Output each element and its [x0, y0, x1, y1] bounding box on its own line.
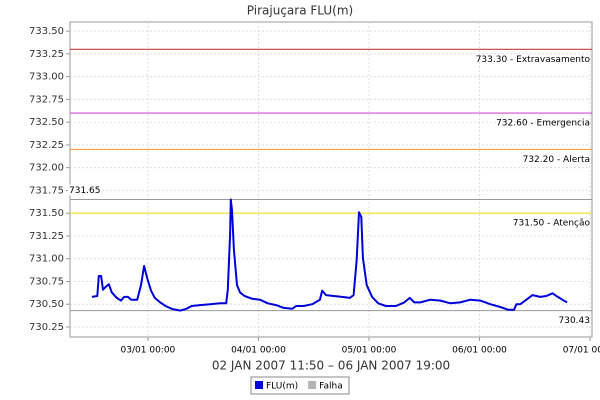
x-tick-label: 04/01 00:00 [231, 346, 286, 356]
x-tick-label: 03/01 00:00 [121, 346, 176, 356]
threshold-label: 732.60 - Emergencia [496, 119, 590, 129]
x-tick-label: 06/01 00:00 [452, 346, 507, 356]
y-tick-label: 732.50 [29, 117, 64, 128]
y-tick-label: 730.50 [29, 299, 64, 310]
y-tick-label: 731.25 [29, 231, 64, 242]
y-tick-label: 733.25 [29, 49, 64, 60]
x-axis-title: 02 JAN 2007 11:50 – 06 JAN 2007 19:00 [212, 359, 450, 373]
threshold-label: 732.20 - Alerta [523, 155, 590, 165]
legend-label: FLU(m) [266, 382, 298, 392]
max-label: 731.65 [69, 186, 101, 196]
y-tick-label: 733.50 [29, 26, 64, 37]
y-tick-label: 732.75 [29, 94, 64, 105]
legend-box [250, 376, 350, 395]
min-label: 730.43 [559, 316, 591, 326]
x-tick-label: 05/01 00:00 [342, 346, 397, 356]
threshold-label: 731.50 - Atenção [513, 219, 591, 229]
max-label-bg [68, 184, 102, 196]
plot-area [69, 21, 593, 338]
y-tick-label: 733.00 [29, 72, 64, 83]
y-tick-label: 732.00 [29, 163, 64, 174]
data-line [91, 198, 568, 312]
y-tick-label: 731.50 [29, 208, 64, 219]
y-tick-label: 731.00 [29, 254, 64, 265]
threshold-label: 733.30 - Extravasamento [476, 55, 591, 65]
legend-swatch [308, 381, 317, 389]
y-tick-label: 731.75 [29, 185, 64, 196]
y-tick-label: 730.75 [29, 276, 64, 287]
chart-title: Pirajuçara FLU(m) [247, 4, 353, 18]
legend-label: Falha [319, 382, 343, 392]
x-tick-label: 07/01 00:00 [563, 346, 600, 356]
legend-swatch [255, 381, 263, 389]
y-tick-label: 732.25 [29, 140, 64, 151]
y-tick-label: 730.25 [29, 322, 64, 333]
